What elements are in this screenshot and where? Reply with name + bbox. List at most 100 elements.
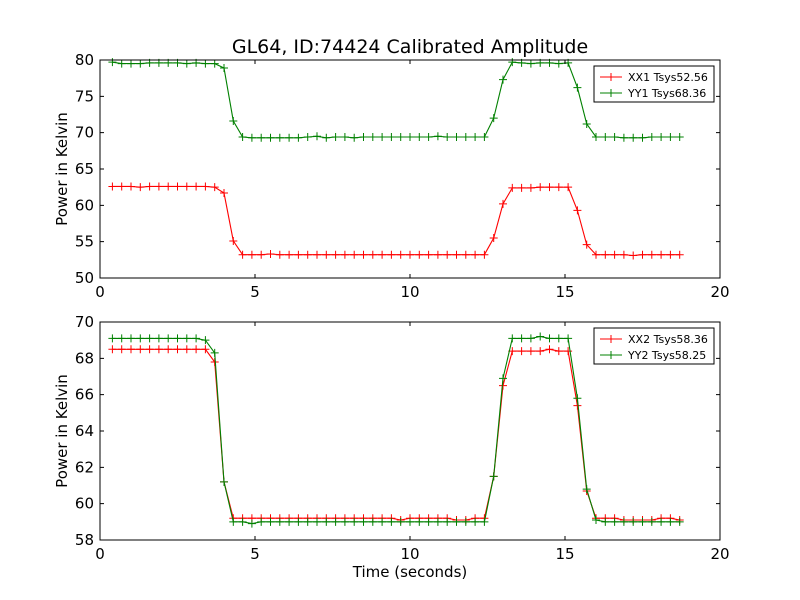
data-point	[526, 59, 535, 68]
legend-entry: XX1 Tsys52.56	[628, 71, 708, 84]
data-point	[182, 334, 191, 343]
data-point	[545, 183, 554, 192]
data-point	[173, 334, 182, 343]
legend: XX2 Tsys58.36 YY2 Tsys58.25	[593, 327, 715, 365]
data-point	[573, 394, 582, 403]
data-point	[378, 133, 387, 142]
x-tick-label: 0	[95, 283, 105, 301]
data-point	[452, 517, 461, 526]
data-point	[313, 132, 321, 141]
x-tick-label: 5	[250, 283, 260, 301]
data-point	[657, 517, 666, 526]
data-point	[619, 250, 628, 259]
data-point	[154, 182, 163, 191]
legend-box	[593, 65, 715, 103]
data-point	[415, 250, 424, 259]
data-point	[340, 517, 349, 526]
data-point	[238, 133, 247, 142]
data-point	[433, 517, 442, 526]
y-tick-label: 50	[75, 269, 94, 287]
y-tick-label: 65	[75, 160, 94, 178]
y-tick-label: 66	[75, 386, 94, 404]
data-point	[117, 345, 126, 354]
data-point	[303, 517, 312, 526]
data-point	[443, 133, 452, 142]
data-point	[601, 250, 610, 259]
data-point	[526, 347, 535, 356]
data-point	[582, 240, 591, 249]
data-point	[471, 517, 480, 526]
data-point	[247, 519, 256, 528]
data-point	[424, 250, 433, 259]
data-point	[127, 59, 135, 68]
data-point	[303, 250, 312, 259]
data-point	[285, 517, 294, 526]
data-point	[433, 250, 442, 259]
data-point	[378, 250, 387, 259]
data-point	[629, 517, 638, 526]
data-point	[471, 133, 480, 142]
data-point	[536, 347, 545, 356]
data-point	[499, 75, 507, 84]
y-tick-label: 60	[75, 495, 94, 513]
data-point	[359, 517, 368, 526]
data-point	[220, 188, 228, 197]
data-point	[406, 250, 414, 259]
x-tick-label: 15	[555, 545, 574, 563]
data-point	[489, 472, 498, 481]
y-tick-label: 60	[75, 196, 94, 214]
data-point	[350, 250, 359, 259]
data-point	[554, 334, 563, 343]
x-tick-label: 15	[555, 283, 574, 301]
data-point	[573, 83, 582, 92]
data-point	[154, 345, 163, 354]
y-tick-label: 80	[75, 51, 94, 69]
data-point	[387, 250, 396, 259]
data-point	[294, 133, 303, 142]
data-point	[564, 183, 573, 192]
data-point	[331, 133, 340, 142]
data-point	[136, 334, 145, 343]
data-point	[517, 334, 526, 343]
data-point	[526, 334, 535, 343]
legend-marker	[607, 89, 615, 97]
data-point	[424, 133, 433, 142]
data-point	[220, 477, 228, 486]
data-point	[266, 517, 275, 526]
data-point	[182, 345, 191, 354]
data-point	[675, 250, 684, 259]
data-point	[322, 250, 331, 259]
data-point	[554, 347, 563, 356]
data-point	[108, 58, 117, 67]
data-point	[610, 250, 619, 259]
data-point	[396, 250, 405, 259]
legend-marker	[607, 351, 615, 359]
data-point	[526, 183, 535, 192]
data-point	[471, 250, 480, 259]
x-tick-label: 20	[710, 545, 729, 563]
data-point	[480, 517, 489, 526]
data-point	[461, 517, 470, 526]
data-point	[117, 334, 126, 343]
x-tick-label: 20	[710, 283, 729, 301]
data-point	[201, 336, 210, 345]
lower-plot: 0 5 10 15 20 58 60 62 64 66 68 70 Power in Kelvin Tim…	[53, 313, 730, 581]
data-point	[154, 334, 163, 343]
data-point	[368, 133, 377, 142]
legend-marker	[607, 73, 615, 81]
data-point	[647, 250, 656, 259]
data-point	[415, 517, 424, 526]
data-point	[647, 517, 656, 526]
data-point	[536, 183, 545, 192]
data-point	[489, 114, 498, 123]
legend-entry: YY1 Tsys68.36	[627, 87, 706, 100]
data-point	[127, 182, 135, 191]
data-point	[108, 334, 117, 343]
data-point	[257, 133, 266, 142]
data-point	[480, 250, 489, 259]
x-tick-label: 10	[400, 283, 419, 301]
data-point	[136, 59, 145, 68]
data-point	[396, 133, 405, 142]
data-point	[629, 251, 638, 260]
